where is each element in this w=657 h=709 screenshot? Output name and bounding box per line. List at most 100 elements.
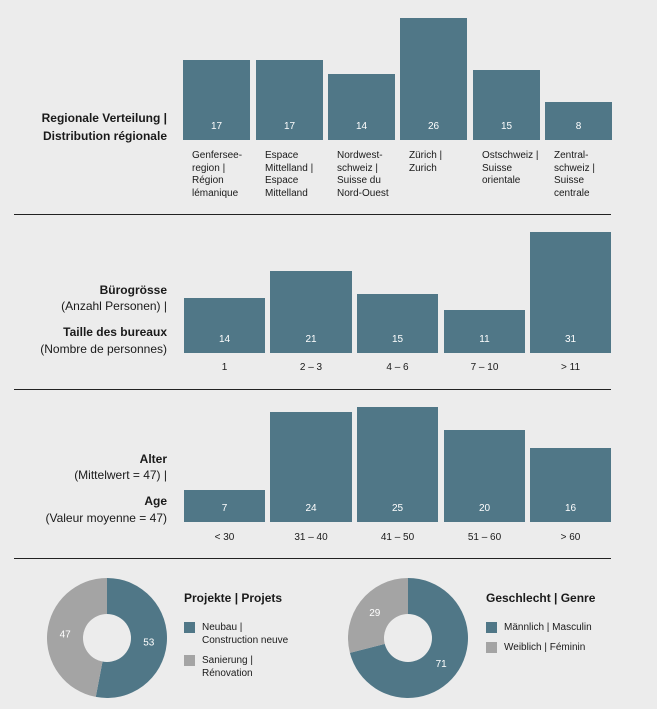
bar-value-label: 17 [210, 121, 223, 132]
legend-label-line: Männlich | Masculin [504, 622, 592, 633]
section-divider [14, 389, 611, 390]
donut-hole [83, 614, 131, 662]
category-label-line: schweiz | [554, 162, 595, 174]
chart-1-label-line: Regionale Verteilung | [41, 111, 167, 125]
bar-value-label: 17 [283, 121, 296, 132]
bar-value-label: 21 [305, 334, 317, 345]
category-label-line: Suisse [554, 175, 585, 186]
donut-hole [384, 614, 432, 662]
category-label: Zentral-schweiz | Suisse centrale [554, 150, 629, 200]
category-label-line: Zentral- [554, 150, 589, 161]
bar [184, 489, 265, 522]
chart-3-label-line: Alter [139, 452, 167, 466]
category-label: > 11 [561, 362, 580, 373]
category-label: Espace Mittelland | Espace Mittelland [265, 150, 340, 200]
bar [357, 407, 438, 522]
bar-value-label: 15 [391, 334, 404, 345]
chart-2-label-line: (Anzahl Personen) | [61, 299, 167, 313]
chart-3-label-line: Age [144, 494, 167, 508]
bar-value-label: 25 [391, 503, 404, 514]
pie-slice [95, 578, 167, 698]
legend-label-line: Weiblich | Féminin [504, 642, 586, 653]
pie-title: Geschlecht | Genre [486, 591, 596, 605]
legend-swatch [184, 622, 195, 633]
pie-title: Projekte | Projets [184, 591, 283, 605]
bar-value-label: 14 [218, 334, 231, 345]
category-label-line: centrale [554, 187, 590, 199]
bar-value-label: 26 [427, 121, 440, 132]
legend-label: Neubau | Construction neuve [202, 621, 288, 647]
category-label: Genfersee-region | Région lémanique [192, 150, 267, 200]
category-label-line: Mittelland [265, 187, 308, 199]
category-label: Nordwest-schweiz | Suisse du Nord-Ouest [337, 150, 412, 200]
bar [184, 298, 265, 353]
bar-value-label: 8 [575, 121, 582, 132]
category-label-line: Mittelland | [265, 162, 314, 174]
pie-value-label: 53 [143, 637, 155, 648]
legend-swatch [184, 655, 195, 666]
bar [400, 18, 467, 140]
bar [444, 430, 525, 522]
legend-label: Weiblich | Féminin [504, 641, 585, 654]
legend-swatch [486, 642, 497, 653]
category-label-line: Espace [265, 150, 299, 161]
category-label-line: Genfersee- [192, 150, 243, 161]
bar [357, 294, 438, 353]
pie-slice [46, 578, 107, 697]
chart-3-label-line: (Valeur moyenne = 47) [45, 511, 167, 525]
legend-label-line: Sanierung | [202, 655, 253, 666]
legend-swatch [486, 622, 497, 633]
category-label-line: Suisse [482, 162, 513, 174]
category-label-line: Région [192, 175, 224, 186]
category-label-line: region | [192, 162, 226, 174]
category-label-line: Zurich [409, 162, 437, 174]
category-label: Zürich | Zurich [409, 150, 484, 175]
category-label: 51 – 60 [467, 532, 502, 543]
category-label-line: orientale [482, 175, 521, 186]
legend-label-line: Rénovation [202, 668, 253, 679]
chart-2-label-line: (Nombre de personnes) [40, 342, 167, 356]
section-divider [14, 558, 611, 559]
legend-label: Sanierung | Rénovation [202, 654, 253, 680]
bar-value-label: 7 [221, 503, 228, 514]
bar [328, 74, 395, 140]
category-label: Ostschweiz | Suisse orientale [482, 150, 557, 188]
bar-value-label: 24 [305, 503, 317, 514]
category-label: 1 [221, 362, 228, 373]
section-divider [14, 214, 611, 215]
bar [444, 310, 525, 353]
category-label-line: Nord-Ouest [337, 187, 389, 199]
category-label: 4 – 6 [386, 362, 409, 373]
legend-label-line: Neubau | [202, 622, 243, 633]
bar [530, 448, 611, 522]
bar [473, 69, 540, 140]
bar-value-label: 11 [479, 334, 490, 345]
bar [183, 60, 250, 140]
category-label: 7 – 10 [470, 362, 499, 373]
bar [256, 60, 323, 140]
category-label-line: lémanique [192, 187, 239, 199]
bar-value-label: 20 [478, 503, 491, 514]
category-label-line: Zürich | [409, 150, 443, 161]
pie-value-label: 47 [60, 630, 72, 641]
category-label: 2 – 3 [299, 362, 323, 373]
bar-value-label: 14 [355, 121, 368, 132]
category-label: > 60 [560, 532, 581, 543]
category-label-line: Suisse du [337, 175, 381, 186]
bar-value-label: 15 [500, 121, 513, 132]
category-label-line: Nordwest- [337, 150, 383, 161]
category-label: 31 – 40 [294, 532, 328, 543]
chart-1-label-line: Distribution régionale [42, 129, 167, 143]
category-label-line: Ostschweiz | [482, 150, 539, 161]
bar [545, 102, 612, 140]
legend-label-line: Construction neuve [202, 635, 289, 646]
chart-3-label-line: (Mittelwert = 47) | [74, 468, 167, 482]
bar-value-label: 16 [564, 503, 577, 514]
pie-value-label: 71 [436, 659, 448, 670]
bar [530, 232, 611, 353]
bar [270, 271, 352, 353]
chart-2-label-line: Bürogrösse [99, 283, 167, 297]
chart-2-label-line: Taille des bureaux [63, 325, 167, 339]
legend-label: Männlich | Masculin [504, 621, 592, 634]
